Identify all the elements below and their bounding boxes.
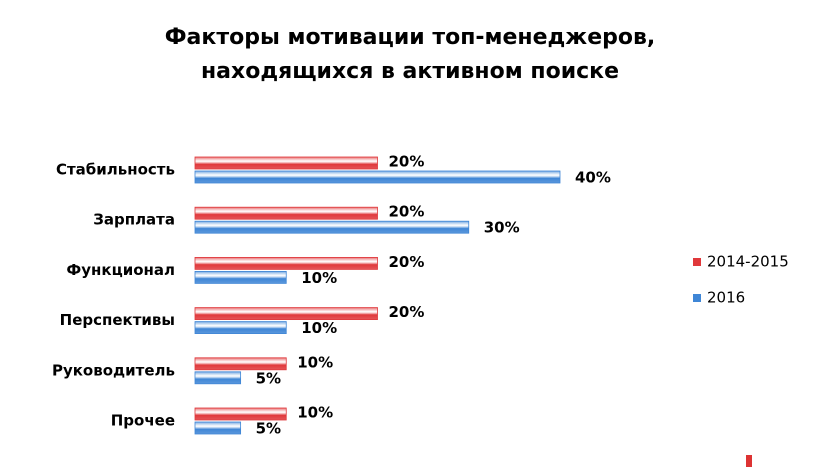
logo	[746, 455, 752, 467]
value-label: 20%	[389, 253, 425, 271]
bar	[194, 206, 378, 220]
value-label: 40%	[575, 169, 611, 187]
chart-title: Факторы мотивации топ-менеджеров,	[165, 25, 656, 50]
value-label: 20%	[389, 303, 425, 321]
bar	[194, 371, 242, 385]
legend-label: 2014-2015	[707, 253, 789, 271]
logo-mark	[746, 455, 752, 467]
bar	[194, 170, 561, 184]
legend-swatch	[693, 258, 701, 266]
value-label: 10%	[301, 319, 337, 337]
legend-label: 2016	[707, 289, 745, 307]
bar	[194, 407, 287, 421]
value-label: 10%	[297, 353, 333, 371]
y-tick-label: Прочее	[111, 412, 175, 430]
y-tick-label: Функционал	[66, 261, 175, 279]
y-tick-label: Руководитель	[52, 361, 175, 379]
value-label: 10%	[297, 404, 333, 422]
y-tick-label: Стабильность	[56, 161, 175, 179]
value-label: 5%	[256, 420, 281, 438]
legend-swatch	[693, 294, 701, 302]
bar	[194, 220, 470, 234]
bar	[194, 256, 378, 270]
value-label: 5%	[256, 369, 281, 387]
bar	[194, 270, 287, 284]
value-label: 20%	[389, 153, 425, 171]
bar	[194, 357, 287, 371]
value-label: 10%	[301, 269, 337, 287]
chart-title: находящихся в активном поиске	[201, 59, 619, 84]
value-label: 30%	[484, 219, 520, 237]
value-label: 20%	[389, 203, 425, 221]
bar	[194, 321, 287, 335]
y-tick-label: Зарплата	[93, 211, 175, 229]
bar	[194, 307, 378, 321]
bar	[194, 156, 378, 170]
bar	[194, 421, 242, 435]
y-tick-label: Перспективы	[60, 311, 175, 329]
